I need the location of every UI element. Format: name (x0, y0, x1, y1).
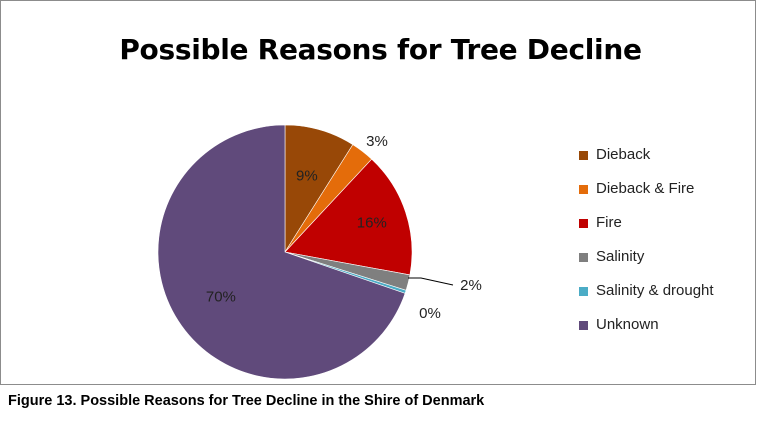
legend-swatch (579, 185, 588, 194)
legend-swatch (579, 151, 588, 160)
legend-label: Fire (596, 214, 622, 231)
pie-chart: 9% 3% 16% 2% 0% 70% (157, 124, 482, 380)
legend-label: Dieback & Fire (596, 180, 695, 197)
pie-slice-unknown (157, 124, 406, 380)
legend-label: Unknown (596, 316, 659, 333)
leader-line-salinity (408, 277, 454, 286)
data-label-salinity-and-drought: 0% (419, 305, 441, 322)
data-label-unknown: 70% (206, 289, 236, 306)
chart-title: Possible Reasons for Tree Decline (119, 33, 642, 66)
legend-swatch (579, 253, 588, 262)
legend-label: Dieback (596, 146, 651, 163)
legend-swatch (579, 219, 588, 228)
legend-swatch (579, 287, 588, 296)
pie-slice-fire (284, 158, 413, 276)
figure-caption: Figure 13. Possible Reasons for Tree Dec… (8, 393, 485, 409)
legend-label: Salinity & drought (596, 282, 714, 299)
data-label-fire: 16% (357, 214, 387, 231)
chart-area: Possible Reasons for Tree Decline 9% 3% 16… (0, 0, 756, 385)
data-label-dieback-and-fire: 3% (366, 133, 388, 150)
data-label-salinity: 2% (460, 277, 482, 294)
legend-label: Salinity (596, 248, 645, 265)
data-label-dieback: 9% (296, 167, 318, 184)
legend-swatch (579, 321, 588, 330)
